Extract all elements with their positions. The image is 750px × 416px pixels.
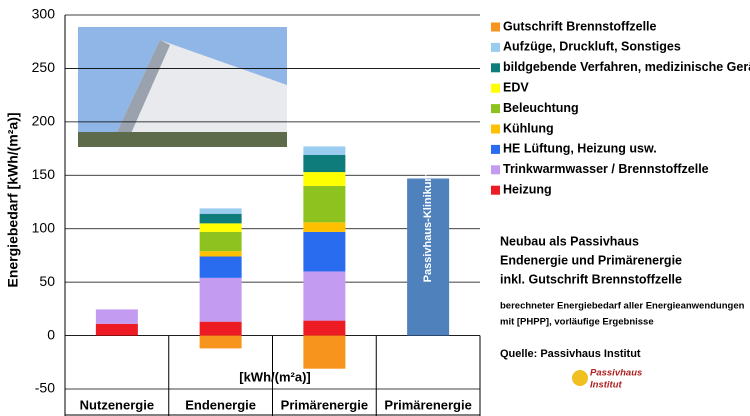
legend-swatch <box>491 63 500 73</box>
photo <box>78 27 287 147</box>
bar-segment <box>95 323 138 336</box>
bar <box>407 178 450 336</box>
bar-segment <box>199 223 242 232</box>
legend-swatch <box>491 144 500 154</box>
logo: Institut <box>590 380 622 391</box>
bar-segment <box>303 146 346 155</box>
bar-segment <box>199 231 242 252</box>
bar-segment <box>199 256 242 278</box>
x-tick-label: Nutzenergie <box>80 397 154 412</box>
bar-segment <box>303 222 346 232</box>
x-tick-label: Primärenergie <box>384 397 471 412</box>
bar-label: Passivhaus-Klinikum <box>422 171 434 282</box>
legend-label: Heizung <box>503 182 552 196</box>
legend-label: bildgebende Verfahren, medizinische Gerä… <box>503 60 750 74</box>
bar-segment <box>303 185 346 223</box>
bar-segment <box>303 172 346 186</box>
y-axis-label: Energiebedarf [kWh/(m²a)] <box>5 112 21 287</box>
y-tick-label: 250 <box>32 59 56 75</box>
bar-segment <box>303 154 346 173</box>
annotation: Neubau als Passivhaus <box>500 234 639 248</box>
logo: Passivhaus <box>590 368 642 379</box>
y-tick-label: 100 <box>32 219 56 235</box>
y-tick-label: 0 <box>47 326 55 342</box>
x-unit-label: [kWh/(m²a)] <box>239 369 311 384</box>
x-tick-label: Primärenergie <box>281 397 368 412</box>
bar-segment <box>199 321 242 336</box>
legend-swatch <box>491 104 500 114</box>
legend-swatch <box>491 22 500 32</box>
legend-label: Kühlung <box>503 121 554 135</box>
y-tick-label: 50 <box>39 273 55 289</box>
bar-segment <box>199 213 242 224</box>
legend-swatch <box>491 165 500 175</box>
bar-segment <box>303 231 346 272</box>
legend-swatch <box>491 42 500 52</box>
y-tick-label: -50 <box>35 380 55 396</box>
legend-label: Aufzüge, Druckluft, Sonstiges <box>503 40 681 54</box>
bar-segment <box>199 208 242 214</box>
bar-segment <box>199 277 242 322</box>
y-tick-label: 300 <box>32 6 56 22</box>
legend-label: Gutschrift Brennstoffzelle <box>503 19 657 33</box>
y-tick-label: 150 <box>32 166 56 182</box>
note: berechneter Energiebedarf aller Energiea… <box>500 301 745 312</box>
source: Quelle: Passivhaus Institut <box>500 348 641 360</box>
bar-segment <box>199 335 242 349</box>
bar-segment <box>303 320 346 336</box>
annotation: Endenergie und Primärenergie <box>500 253 682 267</box>
legend-label: HE Lüftung, Heizung usw. <box>503 142 657 156</box>
bar-segment <box>303 335 346 369</box>
legend-swatch <box>491 185 500 195</box>
legend-swatch <box>491 83 500 93</box>
bar-segment <box>303 271 346 321</box>
y-tick-label: 200 <box>32 113 56 129</box>
x-tick-label: Endenergie <box>185 397 256 412</box>
bar-segment <box>199 251 242 257</box>
note: mit [PHPP], vorläufige Ergebnisse <box>500 317 654 328</box>
logo-mark <box>572 370 588 386</box>
bar-segment <box>95 309 138 324</box>
legend-swatch <box>491 124 500 134</box>
legend-label: Beleuchtung <box>503 101 579 115</box>
legend-label: EDV <box>503 80 529 94</box>
annotation: inkl. Gutschrift Brennstoffzelle <box>500 272 682 286</box>
legend-label: Trinkwarmwasser / Brennstoffzelle <box>503 162 709 176</box>
